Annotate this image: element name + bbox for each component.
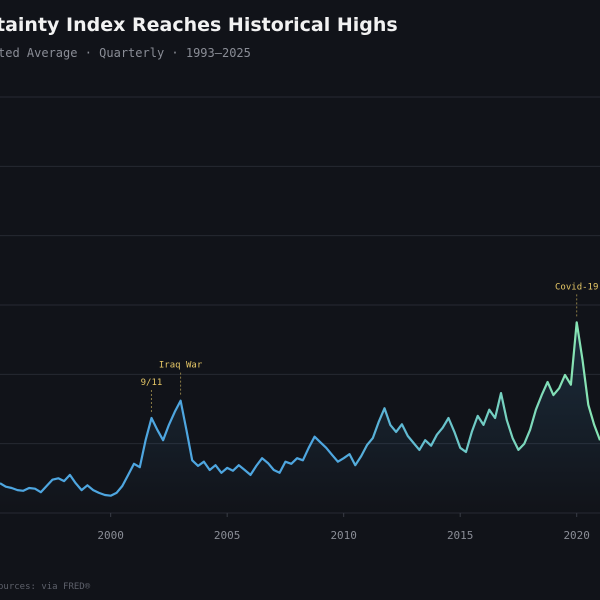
x-tick-label: 2020 bbox=[563, 529, 590, 542]
x-tick-label: 2015 bbox=[447, 529, 474, 542]
area bbox=[0, 322, 600, 513]
source-note: ources: via FRED® bbox=[0, 582, 91, 592]
chart-title: tainty Index Reaches Historical Highs bbox=[0, 14, 398, 36]
line bbox=[0, 321, 600, 497]
x-tick-label: 2000 bbox=[97, 529, 124, 542]
chart-subtitle: ted Average · Quarterly · 1993–2025 bbox=[0, 46, 251, 60]
annotation-label: Covid-19 bbox=[555, 282, 598, 292]
x-tick-label: 2010 bbox=[330, 529, 357, 542]
x-tick-label: 2005 bbox=[214, 529, 241, 542]
annotation-label: Iraq War bbox=[159, 361, 203, 371]
annotation-label: 9/11 bbox=[141, 378, 163, 388]
